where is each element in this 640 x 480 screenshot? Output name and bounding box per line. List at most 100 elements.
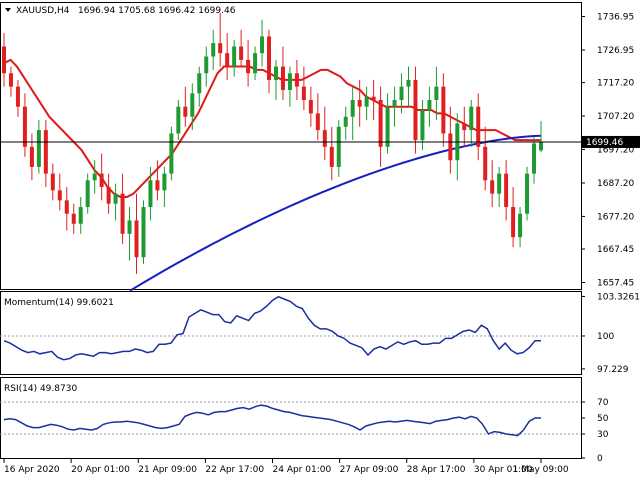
momentum-panel[interactable]: Momentum(14) 99.6021: [0, 291, 582, 375]
price-tick-label: 1717.20: [597, 79, 634, 89]
candle-body: [427, 100, 432, 111]
candle-body: [392, 100, 397, 107]
rsi-axis: 70 50 30 0: [581, 398, 609, 464]
candle-body: [260, 36, 265, 54]
current-price-label: 1699.46: [586, 138, 623, 148]
time-tick-label: 22 Apr 17:00: [205, 465, 264, 475]
candle-body: [364, 96, 369, 107]
candle-body: [483, 146, 488, 181]
momentum-tick-label: 100: [597, 332, 614, 342]
candle-body: [141, 207, 146, 258]
candle-body: [462, 123, 467, 131]
candle-body: [169, 133, 174, 174]
candle-body: [406, 79, 411, 87]
candle-body: [211, 43, 216, 57]
time-tick-label: 20 Apr 01:00: [71, 465, 130, 475]
moving-averages: [3, 58, 542, 292]
candle-body: [441, 86, 446, 134]
candle-body: [29, 146, 34, 167]
dropdown-triangle-icon[interactable]: [5, 8, 11, 12]
candle-body: [36, 130, 41, 167]
candle-body: [43, 130, 48, 174]
price-tick-label: 1697.20: [597, 146, 634, 156]
candle-body: [532, 143, 537, 174]
candle-body: [71, 213, 76, 224]
price-tick-label: 1667.45: [597, 245, 634, 255]
price-tick-label: 1657.45: [597, 278, 634, 288]
candle-body: [92, 173, 97, 181]
candle-body: [162, 173, 167, 191]
candle-body: [155, 180, 160, 191]
rsi-panel[interactable]: RSI(14) 49.8730: [0, 377, 582, 459]
momentum-tick-label: 97.229: [597, 365, 629, 375]
price-panel[interactable]: XAUUSD,H4 1696.94 1705.68 1696.42 1699.4…: [0, 2, 582, 292]
rsi-line: [3, 404, 541, 437]
candle-body: [357, 100, 362, 107]
candle-body: [22, 106, 27, 147]
candle-body: [246, 59, 251, 74]
time-tick-label: 16 Apr 2020: [4, 465, 60, 475]
candle-body: [497, 173, 502, 194]
candle-body: [225, 53, 230, 67]
candle-body: [99, 173, 104, 187]
candle-body: [253, 53, 258, 74]
candle-body: [280, 66, 285, 90]
ma-fast-line: [3, 58, 541, 199]
candle-body: [504, 173, 509, 208]
time-tick-label: 28 Apr 17:00: [407, 465, 466, 475]
rsi-panel-frame: [0, 377, 582, 459]
price-tick-label: 1687.20: [597, 179, 634, 189]
candle-body: [183, 106, 188, 117]
momentum-line: [3, 295, 541, 361]
candle-body: [127, 220, 132, 234]
rsi-tick-label: 70: [597, 398, 609, 408]
ma-slow-line: [129, 134, 542, 292]
candle-body: [85, 180, 90, 208]
price-axis[interactable]: 1736.95 1726.95 1717.20 1707.20 1697.20 1687.…: [581, 13, 634, 289]
candle-body: [469, 106, 474, 131]
candle-body: [57, 190, 62, 201]
candle-body: [336, 126, 341, 167]
momentum-tick-label: 103.3261: [597, 292, 640, 302]
candle-body: [197, 73, 202, 94]
time-tick-label: 27 Apr 09:00: [340, 465, 399, 475]
current-price-tag: 1699.46: [582, 135, 640, 148]
momentum-label: Momentum(14) 99.6021: [4, 298, 114, 308]
candle-body: [190, 93, 195, 117]
time-tick-label: 1 May 09:00: [513, 465, 569, 475]
candle-body: [218, 43, 223, 54]
candle-body: [64, 200, 69, 214]
candle-body: [420, 110, 425, 141]
candle-body: [267, 36, 272, 80]
price-tick-label: 1736.95: [597, 13, 634, 23]
candle-body: [434, 86, 439, 101]
candle-body: [204, 56, 209, 74]
time-tick-label: 30 Apr 01:00: [474, 465, 533, 475]
momentum-panel-frame: [0, 291, 582, 375]
momentum-axis: 103.3261 100 97.229: [581, 292, 640, 375]
candle-body: [148, 180, 153, 208]
candle-body: [525, 173, 530, 214]
candle-body: [476, 106, 481, 147]
time-tick-label: 24 Apr 01:00: [273, 465, 332, 475]
price-tick-label: 1677.20: [597, 212, 634, 222]
candle-body: [134, 220, 139, 258]
candle-body: [15, 86, 20, 107]
candle-body: [78, 207, 83, 224]
candle-body: [329, 146, 334, 167]
candle-body: [385, 106, 390, 147]
candle-body: [399, 86, 404, 101]
candle-body: [232, 46, 237, 67]
candle-body: [413, 79, 418, 141]
candle-body: [287, 73, 292, 90]
price-tick-label: 1726.95: [597, 46, 634, 56]
candle-body: [378, 100, 383, 147]
candle-body: [113, 193, 118, 204]
chart-header: XAUUSD,H4 1696.94 1705.68 1696.42 1699.4…: [5, 6, 236, 16]
candle-body: [539, 141, 543, 151]
candlesticks: [2, 13, 543, 274]
symbol-label: XAUUSD,H4: [16, 6, 70, 16]
candle-body: [120, 193, 125, 234]
time-axis[interactable]: 16 Apr 2020 20 Apr 01:00 21 Apr 09:00 22 Ap…: [3, 459, 569, 475]
